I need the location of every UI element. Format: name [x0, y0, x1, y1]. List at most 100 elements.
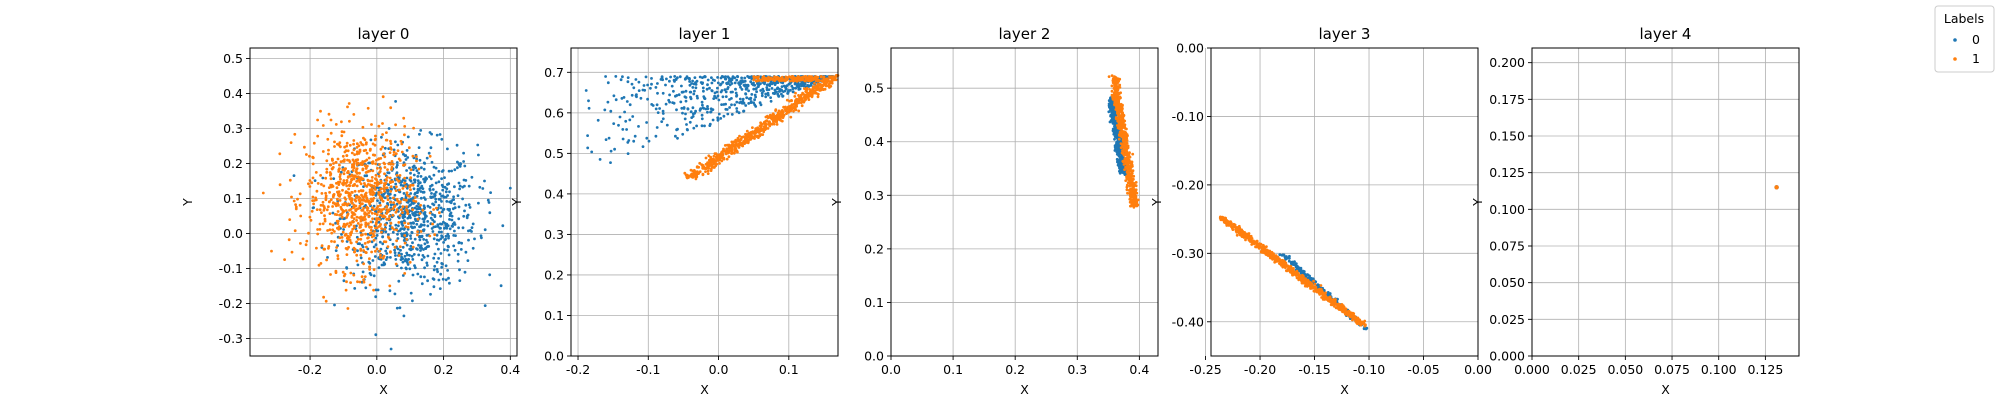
point — [288, 218, 292, 222]
point — [733, 76, 737, 80]
point — [362, 218, 366, 222]
point — [364, 286, 368, 290]
point — [656, 91, 659, 95]
point — [420, 185, 424, 189]
point — [1110, 89, 1114, 93]
point — [417, 167, 421, 171]
point — [374, 288, 378, 292]
point — [621, 137, 625, 141]
point — [363, 174, 367, 178]
point — [411, 208, 415, 212]
point — [373, 255, 377, 258]
point — [803, 75, 807, 79]
point — [453, 202, 456, 206]
point — [363, 275, 367, 278]
point — [322, 295, 325, 299]
point — [433, 220, 436, 224]
point — [359, 219, 363, 223]
point — [419, 203, 422, 207]
point — [365, 245, 368, 249]
y-tick-label: 0.2 — [544, 267, 564, 282]
point — [587, 99, 590, 103]
point — [379, 179, 383, 183]
point — [397, 176, 401, 180]
point — [1113, 79, 1117, 83]
point — [679, 100, 683, 104]
point — [447, 253, 451, 257]
point — [422, 229, 425, 233]
point — [483, 179, 486, 183]
point — [381, 235, 385, 239]
point — [430, 132, 433, 136]
point — [328, 228, 332, 232]
point — [371, 169, 375, 173]
point — [431, 188, 435, 191]
y-tick-label: 0.2 — [864, 241, 884, 256]
point — [337, 227, 341, 231]
point — [740, 76, 743, 80]
point — [463, 164, 467, 168]
point — [435, 233, 439, 237]
point — [425, 261, 429, 265]
point — [759, 89, 763, 92]
point — [699, 107, 703, 111]
point — [1130, 202, 1134, 206]
point — [1131, 152, 1135, 156]
point — [707, 158, 711, 162]
point — [352, 217, 356, 221]
y-tick-label: 0.2 — [223, 156, 243, 171]
point — [401, 211, 404, 215]
point — [392, 201, 395, 205]
point — [727, 155, 731, 159]
point — [797, 109, 801, 113]
point — [388, 176, 392, 180]
point — [1107, 75, 1111, 78]
point — [1278, 253, 1282, 257]
point — [437, 230, 441, 234]
point — [431, 195, 435, 199]
point — [402, 163, 405, 167]
point — [764, 92, 768, 96]
point — [338, 141, 342, 145]
point — [393, 292, 397, 296]
point — [292, 174, 296, 178]
point — [375, 219, 379, 223]
point — [431, 213, 434, 216]
point — [749, 80, 753, 84]
point — [386, 176, 389, 179]
point — [637, 89, 641, 92]
point — [335, 219, 339, 223]
point — [331, 158, 334, 162]
point — [397, 221, 401, 224]
point — [586, 146, 590, 150]
point — [802, 96, 806, 99]
point — [370, 123, 373, 126]
point — [668, 79, 671, 83]
point — [590, 150, 594, 154]
point — [404, 198, 408, 202]
point — [470, 230, 473, 233]
point — [378, 208, 381, 211]
point — [685, 175, 689, 179]
y-tick-label: 0.1 — [864, 295, 884, 310]
point — [689, 110, 693, 114]
point — [625, 100, 629, 103]
point — [724, 77, 727, 81]
point — [1112, 95, 1115, 99]
point — [470, 226, 474, 230]
point — [391, 230, 395, 234]
point — [735, 110, 739, 113]
point — [397, 279, 401, 283]
point — [471, 222, 475, 226]
point — [377, 191, 381, 194]
point — [367, 260, 371, 264]
point — [645, 136, 649, 140]
point — [1128, 168, 1132, 172]
point — [722, 114, 726, 118]
point — [431, 218, 435, 222]
point — [410, 230, 414, 234]
point — [350, 151, 354, 155]
point — [443, 248, 446, 252]
point — [709, 110, 713, 114]
point — [329, 131, 333, 135]
